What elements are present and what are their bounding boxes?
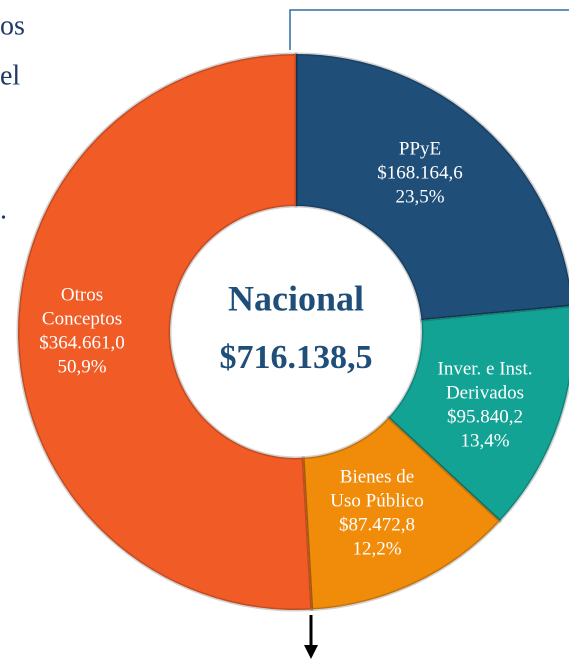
segment-percent: 50,9%	[57, 356, 106, 377]
segment-percent: 13,4%	[460, 430, 509, 451]
arrow-head	[304, 645, 318, 659]
segment-percent: 12,2%	[352, 538, 401, 559]
donut-segment	[386, 304, 569, 524]
segment-label: Otros	[61, 284, 103, 305]
donut-segment	[294, 52, 569, 322]
donut	[16, 52, 569, 612]
donut-segment	[301, 415, 502, 612]
segment-label: Derivados	[446, 382, 524, 403]
segment-amount: $87.472,8	[339, 514, 415, 535]
center-title: Nacional	[228, 278, 364, 318]
segment-label: Conceptos	[42, 308, 122, 329]
segment-percent: 23,5%	[395, 186, 444, 207]
segment-label: PPyE	[399, 138, 441, 159]
segment-amount: $364.661,0	[39, 332, 125, 353]
center-total: $716.138,5	[220, 339, 373, 376]
segment-amount: $168.164,6	[377, 162, 463, 183]
segment-label: Bienes de	[340, 466, 414, 487]
segment-label: Uso Público	[330, 490, 423, 511]
segment-label: Inver. e Inst.	[438, 358, 533, 379]
text-fragment: el	[0, 60, 20, 91]
text-fragment: .	[0, 194, 7, 225]
donut-segment	[16, 52, 314, 612]
segment-amount: $95.840,2	[447, 406, 523, 427]
connector-line	[289, 9, 569, 50]
text-fragment: os	[0, 10, 25, 41]
